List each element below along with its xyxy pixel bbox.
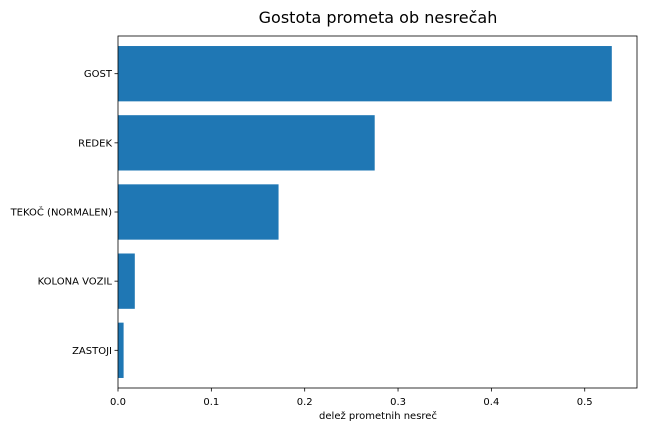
x-tick-label: 0.3 — [390, 397, 406, 408]
bar — [118, 322, 124, 378]
x-tick-label: 0.1 — [203, 397, 219, 408]
bar — [118, 253, 135, 309]
bar — [118, 115, 375, 171]
x-tick-label: 0.0 — [110, 397, 126, 408]
x-ticks-group: 0.0 0.1 0.2 0.3 0.4 0.5 — [110, 388, 593, 408]
x-tick-label: 0.4 — [483, 397, 499, 408]
y-ticks-group: GOST REDEK TEKOČ (NORMALEN) KOLONA VOZIL ZAS… — [10, 69, 118, 357]
x-axis-label: delež prometnih nesreč — [319, 410, 437, 422]
y-tick-label: TEKOČ (NORMALEN) — [10, 206, 113, 219]
bar — [118, 46, 612, 102]
y-tick-label: GOST — [84, 69, 113, 80]
plot-frame — [117, 35, 638, 389]
bar — [118, 184, 279, 240]
x-tick-label: 0.5 — [577, 397, 593, 408]
bars-group — [118, 46, 612, 378]
y-tick-label: ZASTOJI — [72, 346, 112, 357]
x-tick-label: 0.2 — [297, 397, 313, 408]
y-tick-label: KOLONA VOZIL — [38, 277, 113, 288]
chart-title: Gostota prometa ob nesrečah — [259, 8, 498, 27]
y-tick-label: REDEK — [78, 138, 112, 149]
